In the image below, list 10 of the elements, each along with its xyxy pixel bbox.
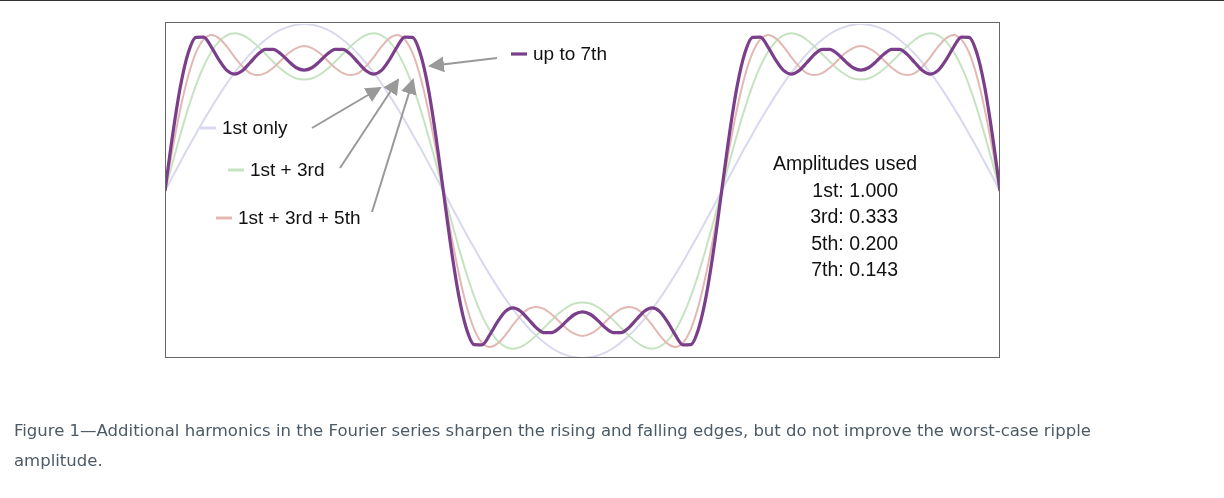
- annotation: 3rd: 0.333: [810, 205, 898, 227]
- annotation: 7th: 0.143: [811, 258, 898, 280]
- annotation: Amplitudes used: [772, 152, 918, 174]
- legend-label: 1st only: [222, 117, 288, 138]
- legend-label: 1st + 3rd + 5th: [238, 207, 361, 228]
- annotation: 5th: 0.200: [811, 231, 899, 254]
- annotation: 1st: 1.000: [812, 178, 899, 201]
- caption: Figure 1—Additional harmonics in the Fourier series sharpen the rising and falling edges, but do not improve the worst-case ripple amplitude.: [14, 420, 1092, 472]
- legend-label: up to 7th: [533, 43, 607, 64]
- legend-label: 1st + 3rd: [250, 159, 325, 180]
